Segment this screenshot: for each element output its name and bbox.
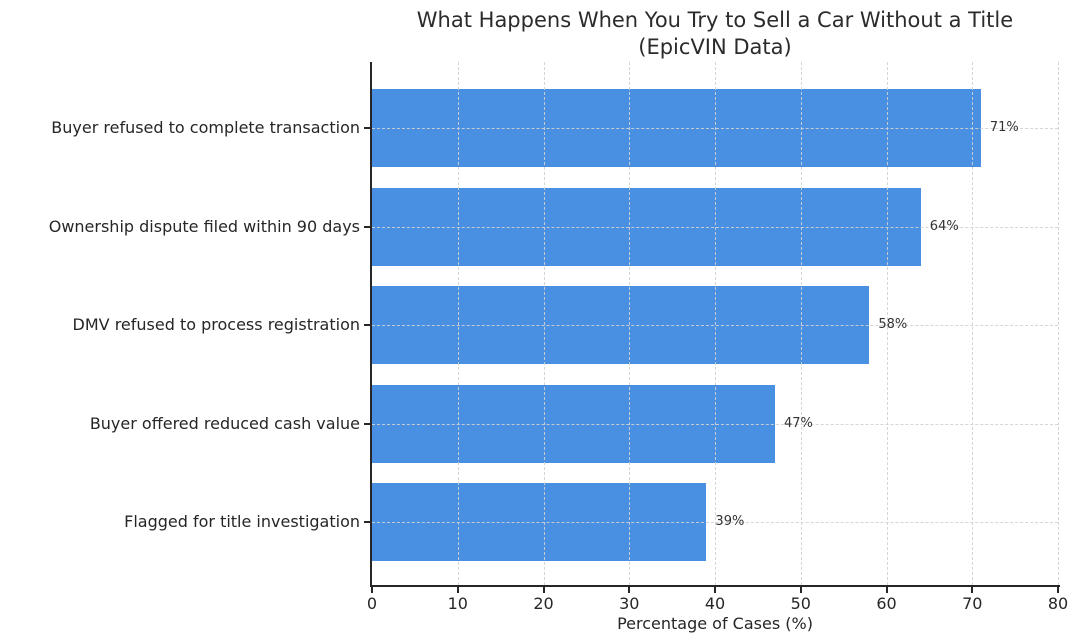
x-tick-mark (714, 587, 716, 593)
x-tick-label: 50 (790, 594, 811, 613)
x-tick-mark (1057, 587, 1059, 593)
x-tick-mark (371, 587, 373, 593)
x-tick-mark (799, 587, 802, 593)
x-tick-label: 30 (619, 594, 640, 613)
y-tick-mark (364, 127, 370, 129)
x-tick-label: 70 (962, 594, 983, 613)
x-tick-mark (885, 587, 888, 593)
category-label: Buyer refused to complete transaction (51, 118, 360, 137)
x-tick-mark (456, 587, 459, 593)
y-axis-spine (370, 62, 372, 587)
y-tick-mark (364, 225, 370, 228)
y-tick-mark (364, 324, 370, 326)
x-tick-label: 0 (366, 594, 378, 613)
category-label: Flagged for title investigation (124, 512, 360, 531)
gridline-vertical (715, 62, 716, 585)
bar-value-label: 64% (929, 218, 959, 234)
plot-area: 71% 64% 58% 47% 39% (372, 62, 1059, 585)
category-label: Ownership dispute filed within 90 days (48, 216, 360, 236)
y-tick-mark (364, 521, 370, 523)
gridline-vertical (972, 62, 974, 585)
category-label: DMV refused to process registration (72, 315, 360, 334)
x-tick-label: 80 (1047, 594, 1069, 613)
x-tick-mark (971, 587, 974, 593)
gridline-vertical (886, 62, 888, 585)
gridline-vertical (1058, 62, 1059, 585)
x-axis-label: Percentage of Cases (%) (617, 614, 813, 633)
gridline-vertical (457, 62, 459, 585)
bar-value-label: 39% (715, 514, 745, 529)
bar-value-label: 71% (989, 120, 1019, 135)
x-axis-spine (370, 585, 1060, 587)
x-tick-label: 40 (704, 594, 726, 613)
gridline-vertical (629, 62, 631, 585)
bar-value-label: 47% (784, 415, 813, 431)
x-tick-mark (628, 587, 631, 593)
category-label: Buyer offered reduced cash value (89, 413, 360, 433)
y-tick-mark (364, 422, 370, 425)
x-tick-label: 10 (447, 594, 468, 613)
gridline-vertical (800, 62, 802, 585)
x-tick-label: 20 (533, 594, 554, 613)
gridline-vertical (543, 62, 545, 585)
x-tick-mark (542, 587, 545, 593)
bar-value-label: 58% (878, 317, 908, 332)
x-tick-label: 60 (876, 594, 897, 613)
chart-title: What Happens When You Try to Sell a Car … (416, 8, 1014, 59)
